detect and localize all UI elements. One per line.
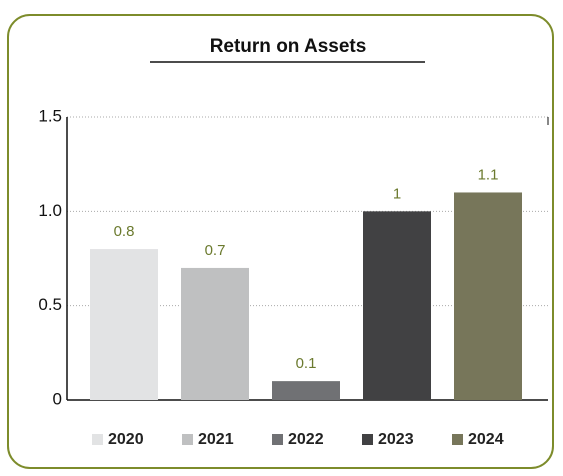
legend-swatch xyxy=(92,434,103,445)
legend-swatch xyxy=(182,434,193,445)
y-tick-label: 0.5 xyxy=(38,295,62,314)
y-tick-label: 1.5 xyxy=(38,106,62,125)
bar xyxy=(181,267,249,400)
y-tick-label: 0 xyxy=(53,389,62,408)
legend-swatch xyxy=(362,434,373,445)
legend-swatch xyxy=(452,434,463,445)
data-label: 0.8 xyxy=(114,223,135,240)
legend-label: 2021 xyxy=(198,431,234,448)
bar xyxy=(454,192,522,400)
chart-title: Return on Assets xyxy=(210,36,367,57)
bar xyxy=(90,249,158,400)
y-tick-label: 1.0 xyxy=(38,201,62,220)
bar xyxy=(363,211,431,400)
legend-label: 2023 xyxy=(378,431,414,448)
legend-label: 2020 xyxy=(108,431,144,448)
legend-label: 2024 xyxy=(468,431,504,448)
data-label: 1 xyxy=(393,185,401,202)
legend-swatch xyxy=(272,434,283,445)
bar xyxy=(272,381,340,400)
legend-label: 2022 xyxy=(288,431,324,448)
data-label: 1.1 xyxy=(478,166,499,183)
data-label: 0.1 xyxy=(296,355,317,372)
data-label: 0.7 xyxy=(205,242,226,259)
